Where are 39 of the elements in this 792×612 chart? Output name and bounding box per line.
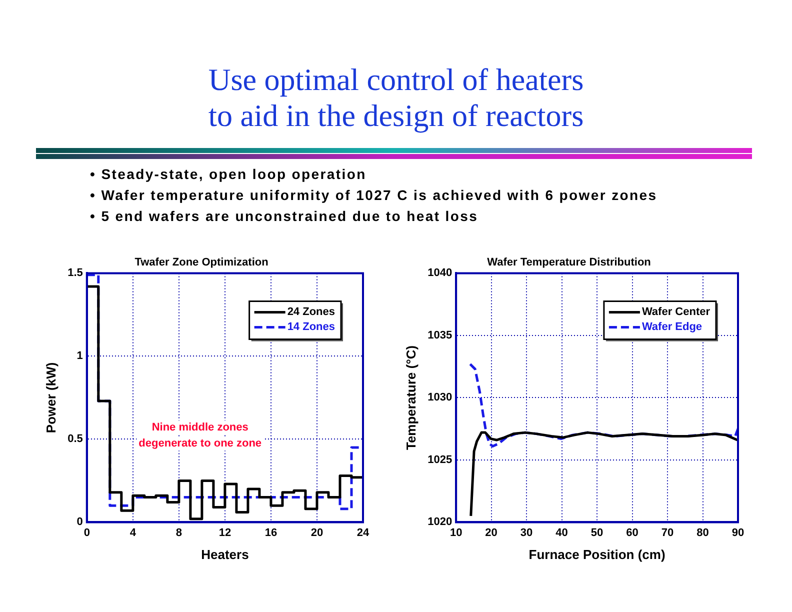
x-tick-label: 50 (590, 526, 604, 539)
x-tick-label: 60 (626, 526, 638, 539)
legend-label: Wafer Edge (642, 321, 702, 334)
y-tick-label: 1035 (428, 329, 452, 342)
y-tick-label: 0.5 (68, 433, 83, 446)
x-tick-label: 16 (264, 526, 278, 539)
text: Use optimal control of heaters to aid in the design of reactors (207, 62, 585, 134)
y-axis-title: Temperature (°C) (403, 345, 418, 450)
chart-title: Twafer Zone Optimization (134, 256, 269, 269)
x-tick-label: 10 (450, 526, 462, 539)
x-tick-label: 40 (556, 526, 568, 539)
x-tick-label: 4 (130, 526, 137, 539)
y-tick-label: 1.5 (68, 267, 83, 280)
legend-label: Wafer Center (642, 306, 711, 318)
y-tick-label: 0 (76, 516, 83, 528)
x-axis-title: Furnace Position (cm) (528, 546, 666, 562)
y-tick-label: 1040 (428, 267, 452, 280)
chart-title: Wafer Temperature Distribution (487, 256, 652, 269)
text: • Steady-state, open loop operation (89, 165, 368, 184)
legend-label: 24 Zones (287, 306, 336, 318)
legend-label: 14 Zones (287, 321, 336, 334)
y-tick-label: 1020 (428, 516, 452, 528)
x-tick-label: 8 (176, 526, 182, 539)
text: • Wafer temperature uniformity of 1027 C is achieved with 6 power zones (89, 186, 658, 205)
y-tick-label: 1025 (428, 454, 452, 466)
x-axis-title: Heaters (201, 546, 249, 562)
y-tick-label: 1 (76, 350, 83, 362)
x-tick-label: 24 (356, 526, 370, 539)
x-tick-label: 80 (696, 526, 709, 539)
x-tick-label: 20 (485, 526, 498, 539)
text: • 5 end wafers are unconstrained due to heat loss (89, 207, 480, 226)
x-tick-label: 90 (732, 526, 744, 539)
y-axis-title: Power (kW) (43, 362, 58, 434)
annotation: Nine middle zones degenerate to one zone (138, 422, 262, 450)
x-tick-label: 20 (310, 526, 324, 539)
x-tick-label: 12 (218, 526, 232, 539)
x-tick-label: 70 (661, 526, 674, 539)
y-tick-label: 1030 (428, 392, 452, 404)
x-tick-label: 30 (520, 526, 533, 539)
